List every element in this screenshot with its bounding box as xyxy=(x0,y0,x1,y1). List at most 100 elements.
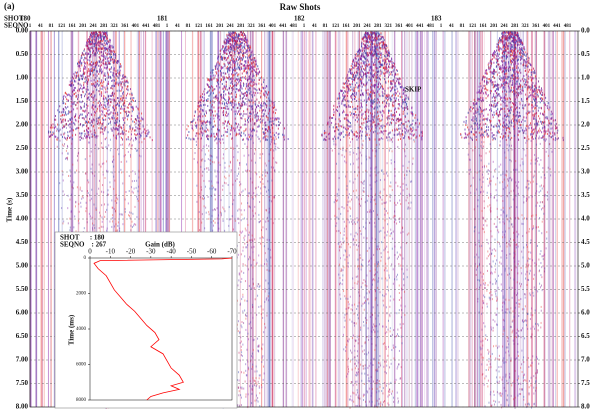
amplitude xyxy=(235,134,236,136)
amplitude xyxy=(256,377,257,379)
amplitude xyxy=(69,229,70,231)
amplitude xyxy=(141,132,142,134)
amplitude xyxy=(122,223,123,225)
amplitude xyxy=(104,104,105,106)
amplitude xyxy=(132,191,133,193)
amplitude xyxy=(188,125,189,127)
amplitude xyxy=(239,331,240,333)
amplitude xyxy=(90,51,91,53)
amplitude xyxy=(73,187,74,189)
amplitude xyxy=(112,161,113,163)
amplitude xyxy=(100,102,101,104)
amplitude xyxy=(139,136,140,138)
amplitude xyxy=(225,107,226,109)
amplitude xyxy=(119,90,120,92)
amplitude xyxy=(60,115,61,117)
amplitude xyxy=(80,68,81,70)
amplitude xyxy=(254,339,255,341)
amplitude xyxy=(250,178,251,180)
amplitude xyxy=(117,118,118,120)
amplitude xyxy=(139,141,140,143)
amplitude xyxy=(93,99,94,101)
amplitude xyxy=(267,94,268,96)
amplitude xyxy=(363,84,364,86)
amplitude xyxy=(120,112,121,114)
amplitude xyxy=(102,60,103,62)
amplitude xyxy=(81,57,82,59)
amplitude xyxy=(110,113,111,115)
amplitude xyxy=(74,215,75,217)
amplitude xyxy=(217,135,218,137)
amplitude xyxy=(268,125,269,127)
amplitude xyxy=(81,101,82,103)
amplitude xyxy=(223,97,224,99)
amplitude xyxy=(248,85,249,87)
amplitude xyxy=(118,128,119,130)
amplitude xyxy=(392,118,393,120)
amplitude xyxy=(93,43,94,45)
amplitude xyxy=(139,133,140,135)
amplitude xyxy=(118,97,119,99)
amplitude xyxy=(229,218,230,220)
amplitude xyxy=(235,113,236,115)
amplitude xyxy=(254,114,255,116)
amplitude xyxy=(124,155,125,157)
amplitude xyxy=(106,108,107,110)
amplitude xyxy=(391,110,392,112)
amplitude xyxy=(273,111,274,113)
amplitude xyxy=(230,43,231,45)
amplitude xyxy=(115,53,116,55)
amplitude xyxy=(228,38,229,40)
amplitude xyxy=(138,120,139,122)
amplitude xyxy=(253,192,254,194)
amplitude xyxy=(262,128,263,130)
amplitude xyxy=(254,57,255,59)
amplitude xyxy=(262,86,263,88)
amplitude xyxy=(129,175,130,177)
amplitude xyxy=(135,206,136,208)
amplitude xyxy=(252,385,253,387)
amplitude xyxy=(128,131,129,133)
amplitude xyxy=(253,73,254,75)
amplitude xyxy=(370,87,371,89)
amplitude xyxy=(277,117,278,119)
amplitude xyxy=(245,318,246,320)
amplitude xyxy=(88,181,89,183)
amplitude xyxy=(252,388,253,390)
amplitude xyxy=(90,37,91,39)
amplitude xyxy=(209,135,210,137)
amplitude xyxy=(264,372,265,374)
amplitude xyxy=(99,37,100,39)
amplitude xyxy=(121,95,122,97)
amplitude xyxy=(245,52,246,54)
amplitude xyxy=(119,227,120,229)
amplitude xyxy=(255,59,256,61)
amplitude xyxy=(253,198,254,200)
amplitude xyxy=(73,77,74,79)
amplitude xyxy=(261,229,262,231)
amplitude xyxy=(135,173,136,175)
amplitude xyxy=(107,228,108,230)
amplitude xyxy=(251,81,252,83)
amplitude xyxy=(148,131,149,133)
amplitude xyxy=(265,327,266,329)
amplitude xyxy=(102,163,103,165)
amplitude xyxy=(87,86,88,88)
amplitude xyxy=(259,387,260,389)
amplitude xyxy=(96,89,97,91)
amplitude xyxy=(254,79,255,81)
amplitude xyxy=(239,164,240,166)
amplitude xyxy=(244,300,245,302)
amplitude xyxy=(241,63,242,65)
amplitude xyxy=(212,156,213,158)
amplitude xyxy=(274,104,275,106)
amplitude xyxy=(360,78,361,80)
amplitude xyxy=(239,379,240,381)
amplitude xyxy=(255,88,256,90)
amplitude xyxy=(118,73,119,75)
amplitude xyxy=(130,98,131,100)
amplitude xyxy=(88,127,89,129)
amplitude xyxy=(253,128,254,130)
amplitude xyxy=(108,96,109,98)
amplitude xyxy=(221,135,222,137)
